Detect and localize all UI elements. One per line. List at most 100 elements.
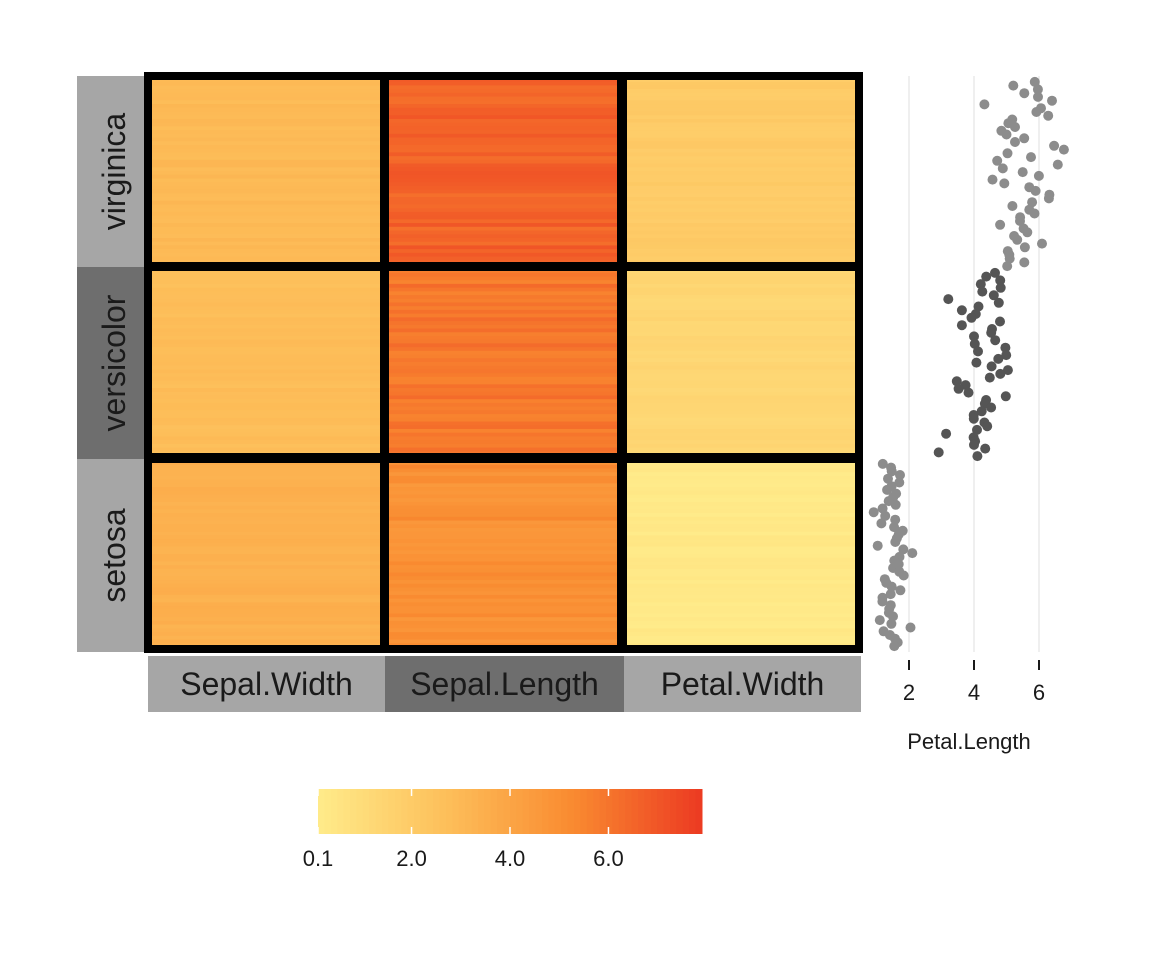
point-virginica bbox=[1008, 80, 1019, 91]
heat-stripe-versicolor-Sepal.Length bbox=[387, 362, 619, 367]
heat-stripe-virginica-Petal.Width bbox=[625, 200, 857, 206]
legend-color-step bbox=[433, 789, 441, 834]
heat-stripe-versicolor-Petal.Width bbox=[625, 272, 857, 278]
heat-stripe-virginica-Petal.Width bbox=[625, 249, 857, 254]
heat-stripe-setosa-Sepal.Width bbox=[150, 487, 382, 492]
heat-stripe-versicolor-Sepal.Width bbox=[150, 410, 382, 415]
heat-stripe-versicolor-Sepal.Length bbox=[387, 388, 619, 393]
heat-stripe-virginica-Sepal.Length bbox=[387, 171, 619, 176]
heat-stripe-versicolor-Sepal.Length bbox=[387, 440, 619, 445]
point-virginica bbox=[1015, 216, 1025, 226]
point-virginica bbox=[1049, 140, 1060, 151]
heat-stripe-versicolor-Petal.Width bbox=[625, 302, 857, 307]
heat-stripe-versicolor-Petal.Width bbox=[625, 298, 857, 304]
heat-stripe-versicolor-Sepal.Width bbox=[150, 354, 382, 359]
heat-stripe-setosa-Sepal.Length bbox=[387, 583, 619, 589]
heat-stripe-versicolor-Sepal.Width bbox=[150, 443, 382, 449]
legend-tick-label-2.0: 2.0 bbox=[396, 846, 427, 871]
heat-stripe-versicolor-Petal.Width bbox=[625, 343, 857, 348]
point-versicolor bbox=[995, 368, 1006, 379]
legend-color-step bbox=[503, 789, 511, 834]
heat-stripe-virginica-Sepal.Width bbox=[150, 197, 382, 202]
heat-stripe-setosa-Sepal.Width bbox=[150, 591, 382, 596]
legend-color-step bbox=[375, 789, 383, 834]
heat-stripe-virginica-Petal.Width bbox=[625, 193, 857, 198]
heat-stripe-virginica-Sepal.Width bbox=[150, 107, 382, 113]
heat-stripe-versicolor-Petal.Width bbox=[625, 432, 857, 437]
heat-stripe-virginica-Sepal.Length bbox=[387, 85, 619, 90]
heat-stripe-setosa-Petal.Width bbox=[625, 490, 857, 496]
point-setosa bbox=[885, 589, 896, 600]
heat-stripe-setosa-Sepal.Width bbox=[150, 554, 382, 559]
point-versicolor bbox=[1000, 342, 1011, 353]
point-versicolor bbox=[976, 406, 987, 417]
point-versicolor bbox=[969, 331, 979, 342]
legend-color-step bbox=[414, 789, 421, 834]
heat-stripe-virginica-Sepal.Length bbox=[387, 133, 619, 139]
legend-color-step bbox=[497, 789, 505, 834]
heat-stripe-setosa-Petal.Width bbox=[625, 561, 857, 566]
heat-stripe-setosa-Petal.Width bbox=[625, 505, 857, 510]
heat-stripe-versicolor-Sepal.Width bbox=[150, 324, 382, 330]
x-tick-label-2: 2 bbox=[903, 680, 915, 705]
heat-stripe-virginica-Sepal.Width bbox=[150, 223, 382, 228]
point-setosa bbox=[907, 548, 918, 559]
heat-stripe-versicolor-Sepal.Width bbox=[150, 332, 382, 337]
point-versicolor bbox=[993, 353, 1004, 364]
heat-stripe-virginica-Petal.Width bbox=[625, 211, 857, 217]
heat-stripe-versicolor-Sepal.Length bbox=[387, 328, 619, 333]
heat-stripe-virginica-Petal.Width bbox=[625, 78, 857, 83]
heat-stripe-versicolor-Sepal.Length bbox=[387, 306, 619, 311]
heat-stripe-virginica-Sepal.Length bbox=[387, 122, 619, 127]
heat-stripe-setosa-Sepal.Length bbox=[387, 468, 619, 473]
heat-stripe-virginica-Sepal.Width bbox=[150, 245, 382, 250]
heat-stripe-versicolor-Sepal.Length bbox=[387, 317, 619, 322]
heat-stripe-setosa-Sepal.Width bbox=[150, 516, 382, 522]
heat-stripe-setosa-Sepal.Width bbox=[150, 550, 382, 555]
heat-stripe-setosa-Sepal.Width bbox=[150, 501, 382, 507]
point-virginica bbox=[1031, 107, 1042, 117]
heat-stripe-versicolor-Sepal.Length bbox=[387, 402, 619, 408]
point-versicolor bbox=[971, 357, 982, 368]
heat-stripe-versicolor-Sepal.Width bbox=[150, 276, 382, 281]
heat-stripe-setosa-Petal.Width bbox=[625, 520, 857, 525]
heat-stripe-setosa-Sepal.Width bbox=[150, 472, 382, 477]
heat-stripe-virginica-Sepal.Length bbox=[387, 215, 619, 220]
heat-stripe-virginica-Sepal.Width bbox=[150, 200, 382, 206]
heat-stripe-versicolor-Petal.Width bbox=[625, 332, 857, 337]
point-virginica bbox=[1017, 167, 1028, 178]
heat-stripe-versicolor-Sepal.Length bbox=[387, 291, 619, 296]
heat-stripe-setosa-Sepal.Width bbox=[150, 632, 382, 637]
heat-stripe-virginica-Sepal.Length bbox=[387, 130, 619, 135]
heat-stripe-setosa-Sepal.Width bbox=[150, 639, 382, 644]
heat-stripe-setosa-Petal.Width bbox=[625, 620, 857, 626]
legend-color-step bbox=[478, 789, 485, 834]
heat-stripe-virginica-Sepal.Length bbox=[387, 92, 619, 98]
heat-stripe-setosa-Petal.Width bbox=[625, 606, 857, 611]
legend-color-step bbox=[382, 789, 389, 834]
heat-stripe-setosa-Petal.Width bbox=[625, 535, 857, 540]
legend-color-step bbox=[593, 789, 601, 834]
heat-stripe-virginica-Sepal.Length bbox=[387, 148, 619, 153]
point-setosa bbox=[886, 466, 897, 477]
heat-stripe-versicolor-Sepal.Width bbox=[150, 391, 382, 397]
heat-stripe-setosa-Sepal.Length bbox=[387, 535, 619, 540]
heat-stripe-virginica-Sepal.Width bbox=[150, 81, 382, 87]
heat-stripe-virginica-Sepal.Width bbox=[150, 182, 382, 187]
heat-stripe-setosa-Sepal.Width bbox=[150, 628, 382, 633]
heat-stripe-versicolor-Sepal.Length bbox=[387, 302, 619, 307]
heat-stripe-setosa-Petal.Width bbox=[625, 587, 857, 592]
heat-stripe-virginica-Petal.Width bbox=[625, 226, 857, 232]
heat-stripe-versicolor-Sepal.Width bbox=[150, 313, 382, 318]
heat-stripe-virginica-Petal.Width bbox=[625, 156, 857, 161]
legend-color-step bbox=[407, 789, 415, 834]
legend-color-step bbox=[458, 789, 466, 834]
point-setosa bbox=[883, 473, 893, 484]
heat-stripe-versicolor-Petal.Width bbox=[625, 440, 857, 445]
row-strip-versicolor bbox=[77, 267, 144, 459]
heat-stripe-virginica-Sepal.Width bbox=[150, 163, 382, 168]
heat-stripe-virginica-Petal.Width bbox=[625, 126, 857, 131]
heat-stripe-setosa-Sepal.Width bbox=[150, 461, 382, 466]
heat-stripe-setosa-Sepal.Length bbox=[387, 628, 619, 633]
heat-stripe-versicolor-Petal.Width bbox=[625, 417, 857, 423]
